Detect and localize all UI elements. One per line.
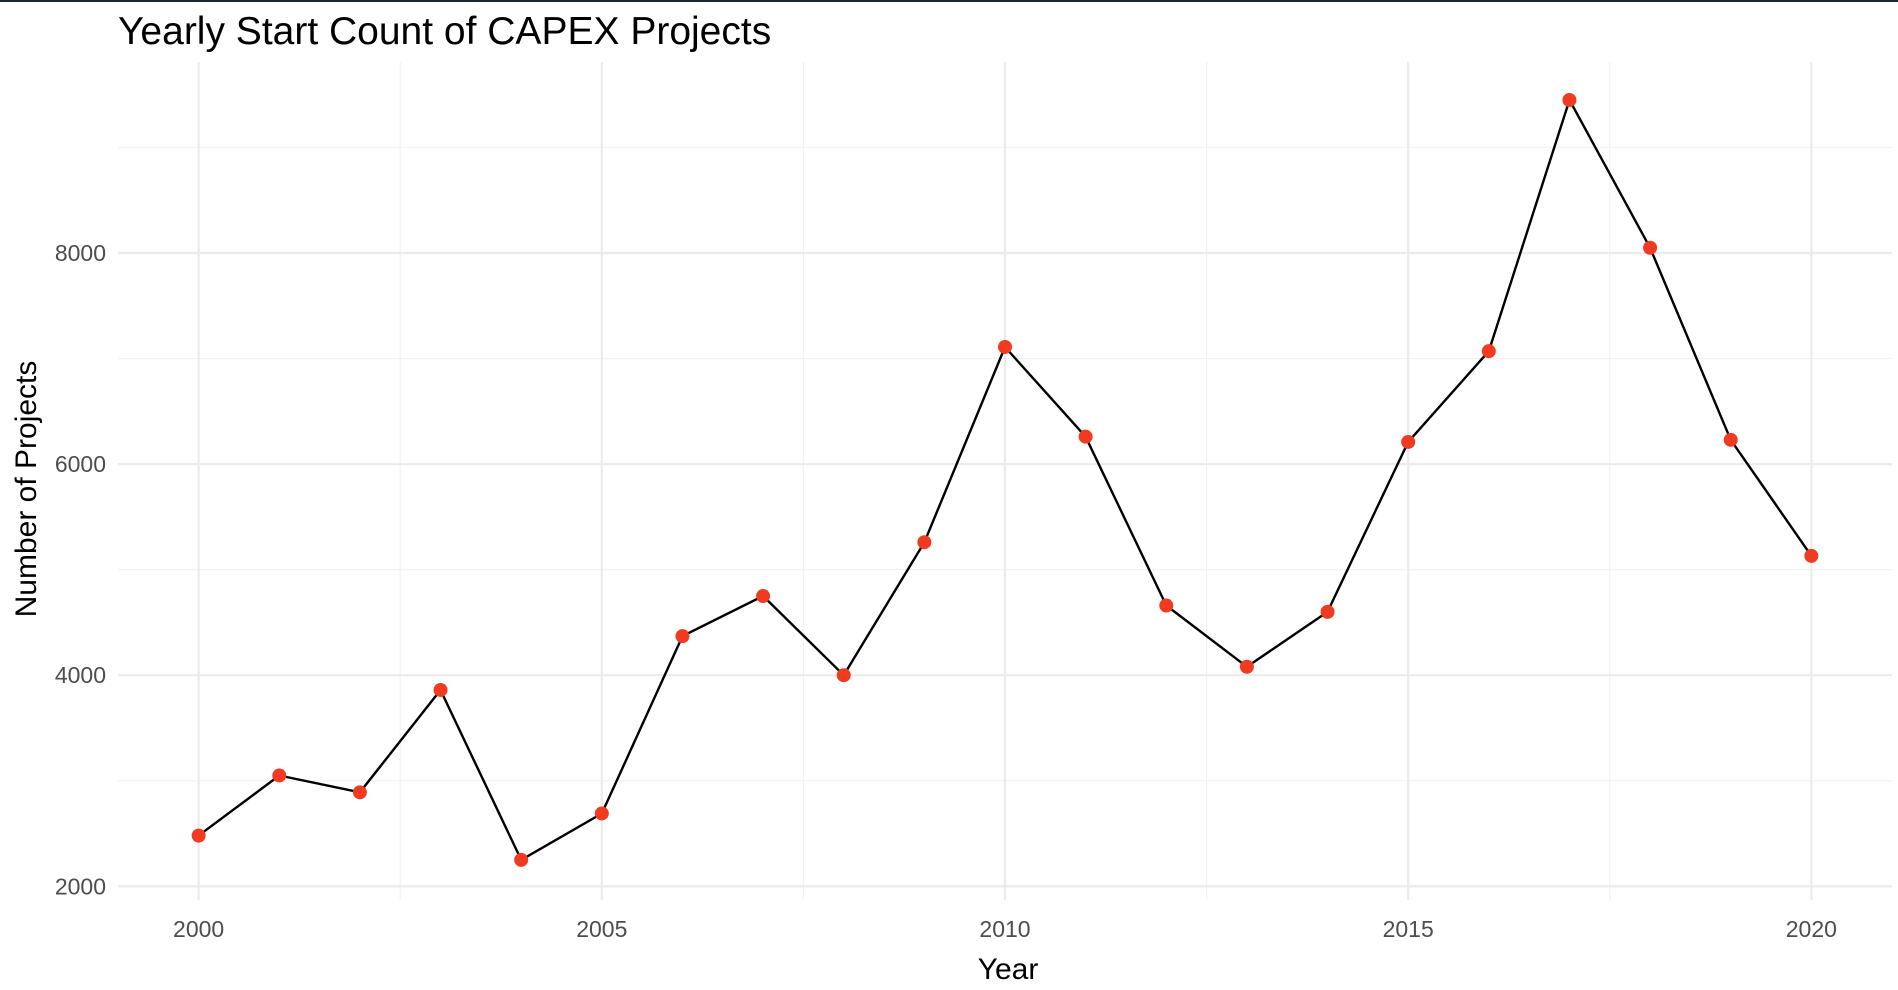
- x-tick-label: 2000: [173, 916, 224, 942]
- x-tick-label: 2005: [576, 916, 627, 942]
- data-point: [1320, 604, 1335, 619]
- data-point: [998, 339, 1012, 354]
- x-axis-ticks: 2000 2005 2010 2015 2020: [173, 916, 1837, 942]
- data-point: [514, 852, 529, 867]
- data-point: [675, 629, 690, 644]
- chart-title: Yearly Start Count of CAPEX Projects: [118, 10, 771, 53]
- data-point: [272, 768, 287, 783]
- top-border: [0, 0, 1898, 2]
- y-axis-ticks: 2000 4000 6000 8000: [55, 240, 106, 899]
- x-axis-title: Year: [978, 953, 1039, 986]
- data-point: [352, 785, 367, 800]
- x-tick-label: 2015: [1383, 916, 1434, 942]
- data-point: [1481, 344, 1496, 359]
- y-axis-title: Number of Projects: [10, 361, 43, 618]
- data-point: [917, 535, 932, 550]
- data-point: [1562, 92, 1577, 107]
- y-tick-label: 8000: [55, 240, 106, 266]
- x-tick-label: 2010: [979, 916, 1030, 942]
- data-point: [1804, 548, 1819, 563]
- x-tick-label: 2020: [1786, 916, 1837, 942]
- data-point: [1078, 429, 1093, 444]
- grid: [118, 62, 1892, 900]
- data-point: [433, 682, 448, 697]
- y-tick-label: 4000: [55, 662, 106, 688]
- data-point: [836, 668, 851, 683]
- y-tick-label: 6000: [55, 451, 106, 477]
- data-point: [1723, 432, 1738, 447]
- y-tick-label: 2000: [55, 873, 106, 899]
- data-point: [1401, 434, 1416, 449]
- data-points: [191, 92, 1819, 867]
- data-point: [1239, 659, 1254, 674]
- data-point: [1643, 240, 1658, 255]
- data-point: [1159, 598, 1174, 613]
- data-point: [594, 806, 609, 821]
- data-point: [756, 589, 771, 604]
- data-point: [191, 828, 206, 843]
